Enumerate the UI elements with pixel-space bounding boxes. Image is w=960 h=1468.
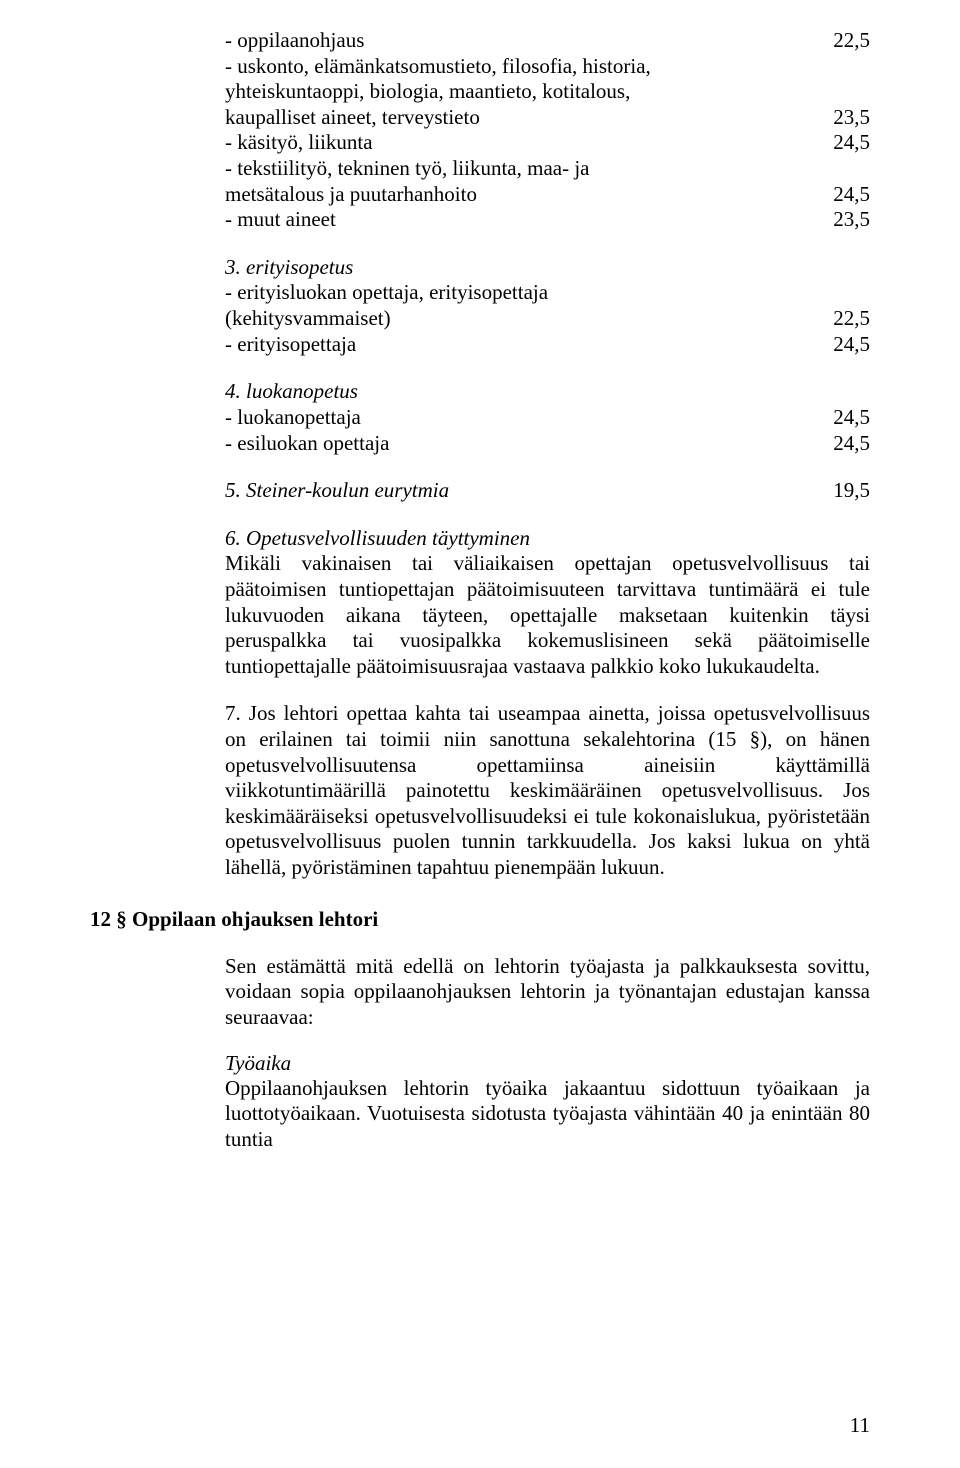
row-value: 19,5	[810, 478, 870, 504]
list-row: - erityisluokan opettaja, erityisopettaj…	[225, 280, 870, 306]
section-12-heading: 12 § Oppilaan ohjauksen lehtori	[90, 907, 870, 932]
row-label: 5. Steiner-koulun eurytmia	[225, 478, 810, 504]
group-title: 3. erityisopetus	[225, 255, 870, 281]
row-label: - erityisopettaja	[225, 332, 810, 358]
row-label: - uskonto, elämänkatsomustieto, filosofi…	[225, 54, 810, 80]
group-5: 5. Steiner-koulun eurytmia 19,5	[90, 478, 870, 504]
list-block-1: - oppilaanohjaus 22,5 - uskonto, elämänk…	[90, 28, 870, 233]
row-value: 22,5	[810, 306, 870, 332]
group-title-text: 6. Opetusvelvollisuuden täyttyminen	[225, 526, 870, 552]
row-label: - muut aineet	[225, 207, 810, 233]
paragraph: Oppilaanohjauksen lehtorin työaika jakaa…	[90, 1076, 870, 1153]
row-label: - tekstiilityö, tekninen työ, liikunta, …	[225, 156, 810, 182]
row-value: 23,5	[810, 105, 870, 131]
list-row: - käsityö, liikunta 24,5	[225, 130, 870, 156]
list-row: - muut aineet 23,5	[225, 207, 870, 233]
row-label: - esiluokan opettaja	[225, 431, 810, 457]
list-row: - uskonto, elämänkatsomustieto, filosofi…	[225, 54, 870, 80]
row-label: metsätalous ja puutarhanhoito	[225, 182, 810, 208]
group-3: 3. erityisopetus - erityisluokan opettaj…	[90, 255, 870, 357]
group-4: 4. luokanopetus - luokanopettaja 24,5 - …	[90, 379, 870, 456]
row-value: 24,5	[810, 182, 870, 208]
row-value	[810, 156, 870, 182]
list-row: - luokanopettaja 24,5	[225, 405, 870, 431]
group-title: 4. luokanopetus	[225, 379, 870, 405]
page-number: 11	[850, 1413, 870, 1438]
row-value	[810, 280, 870, 306]
row-label: - käsityö, liikunta	[225, 130, 810, 156]
list-row: 5. Steiner-koulun eurytmia 19,5	[225, 478, 870, 504]
row-value: 23,5	[810, 207, 870, 233]
row-value: 22,5	[810, 28, 870, 54]
row-label: - luokanopettaja	[225, 405, 810, 431]
row-label: - oppilaanohjaus	[225, 28, 810, 54]
row-value	[810, 54, 870, 80]
list-row: (kehitysvammaiset) 22,5	[225, 306, 870, 332]
list-row: - tekstiilityö, tekninen työ, liikunta, …	[225, 156, 870, 182]
group-title-text: 4. luokanopetus	[225, 379, 810, 405]
row-value: 24,5	[810, 332, 870, 358]
row-label: - erityisluokan opettaja, erityisopettaj…	[225, 280, 810, 306]
list-row: - oppilaanohjaus 22,5	[225, 28, 870, 54]
row-label: yhteiskuntaoppi, biologia, maantieto, ko…	[225, 79, 810, 105]
document-page: - oppilaanohjaus 22,5 - uskonto, elämänk…	[0, 0, 960, 1468]
row-value: 24,5	[810, 405, 870, 431]
paragraph-7: 7. Jos lehtori opettaa kahta tai useampa…	[90, 701, 870, 880]
list-row: yhteiskuntaoppi, biologia, maantieto, ko…	[225, 79, 870, 105]
list-row: metsätalous ja puutarhanhoito 24,5	[225, 182, 870, 208]
row-value: 24,5	[810, 130, 870, 156]
subheading-tyoaika: Työaika	[90, 1051, 870, 1076]
row-value	[810, 79, 870, 105]
list-row: - esiluokan opettaja 24,5	[225, 431, 870, 457]
row-label: (kehitysvammaiset)	[225, 306, 810, 332]
list-row: kaupalliset aineet, terveystieto 23,5	[225, 105, 870, 131]
row-value: 24,5	[810, 431, 870, 457]
group-6: 6. Opetusvelvollisuuden täyttyminen Mikä…	[90, 526, 870, 680]
list-row: - erityisopettaja 24,5	[225, 332, 870, 358]
row-label: kaupalliset aineet, terveystieto	[225, 105, 810, 131]
paragraph: Mikäli vakinaisen tai väliaikaisen opett…	[225, 551, 870, 679]
paragraph: Sen estämättä mitä edellä on lehtorin ty…	[90, 954, 870, 1031]
group-title-text: 3. erityisopetus	[225, 255, 810, 281]
